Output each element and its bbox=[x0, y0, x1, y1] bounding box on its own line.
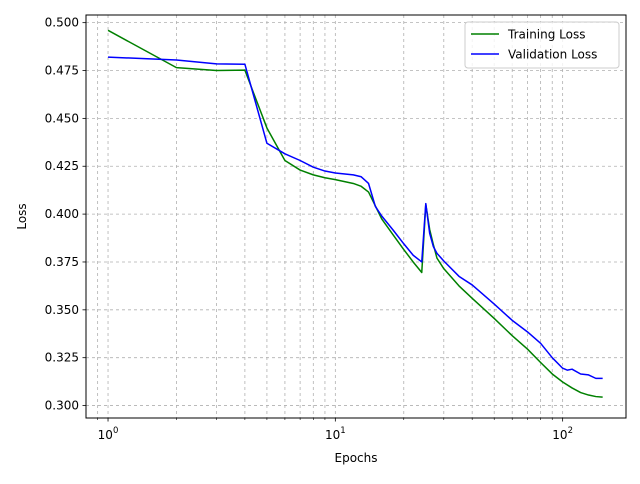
y-tick-label: 0.400 bbox=[45, 207, 79, 221]
y-tick-label: 0.425 bbox=[45, 159, 79, 173]
series-line-validation-loss bbox=[107, 56, 603, 380]
y-axis-label: Loss bbox=[15, 203, 29, 229]
y-tick-label: 0.350 bbox=[45, 303, 79, 317]
plot-frame bbox=[85, 14, 627, 419]
legend-box bbox=[464, 21, 620, 69]
axis-ticks: 100 101 102 0.300 0.325 0.350 0.375 0.400 0.425 0… bbox=[45, 16, 573, 442]
legend: Training Loss Validation Loss bbox=[464, 21, 620, 69]
y-tick-label: 0.500 bbox=[45, 16, 79, 30]
y-tick-label: 0.375 bbox=[45, 255, 79, 269]
grid-lines bbox=[86, 15, 626, 418]
y-tick-label: 0.300 bbox=[45, 399, 79, 413]
x-tick-label: 101 bbox=[325, 426, 346, 442]
x-tick-label: 100 bbox=[98, 426, 119, 442]
series-lines bbox=[107, 29, 603, 398]
legend-label: Training Loss bbox=[507, 28, 585, 42]
x-axis-label: Epochs bbox=[335, 451, 378, 465]
y-tick-label: 0.325 bbox=[45, 351, 79, 365]
legend-label: Validation Loss bbox=[508, 48, 597, 62]
x-tick-label: 102 bbox=[552, 426, 573, 442]
y-tick-label: 0.450 bbox=[45, 111, 79, 125]
y-tick-label: 0.475 bbox=[45, 64, 79, 78]
